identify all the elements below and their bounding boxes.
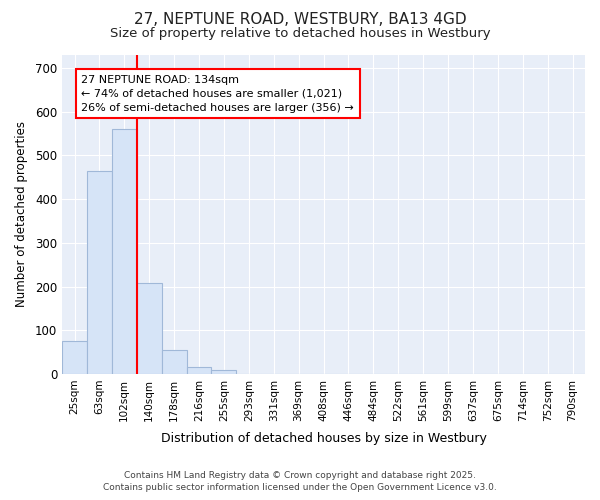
Text: 27, NEPTUNE ROAD, WESTBURY, BA13 4GD: 27, NEPTUNE ROAD, WESTBURY, BA13 4GD <box>134 12 466 28</box>
Bar <box>62 341 87 374</box>
Bar <box>187 368 211 374</box>
X-axis label: Distribution of detached houses by size in Westbury: Distribution of detached houses by size … <box>161 432 487 445</box>
Bar <box>87 171 112 374</box>
Text: 27 NEPTUNE ROAD: 134sqm
← 74% of detached houses are smaller (1,021)
26% of semi: 27 NEPTUNE ROAD: 134sqm ← 74% of detache… <box>82 74 354 112</box>
Y-axis label: Number of detached properties: Number of detached properties <box>15 122 28 308</box>
Text: Contains HM Land Registry data © Crown copyright and database right 2025.
Contai: Contains HM Land Registry data © Crown c… <box>103 471 497 492</box>
Bar <box>137 284 161 374</box>
Text: Size of property relative to detached houses in Westbury: Size of property relative to detached ho… <box>110 28 490 40</box>
Bar <box>161 350 187 374</box>
Bar <box>211 370 236 374</box>
Bar <box>112 130 137 374</box>
